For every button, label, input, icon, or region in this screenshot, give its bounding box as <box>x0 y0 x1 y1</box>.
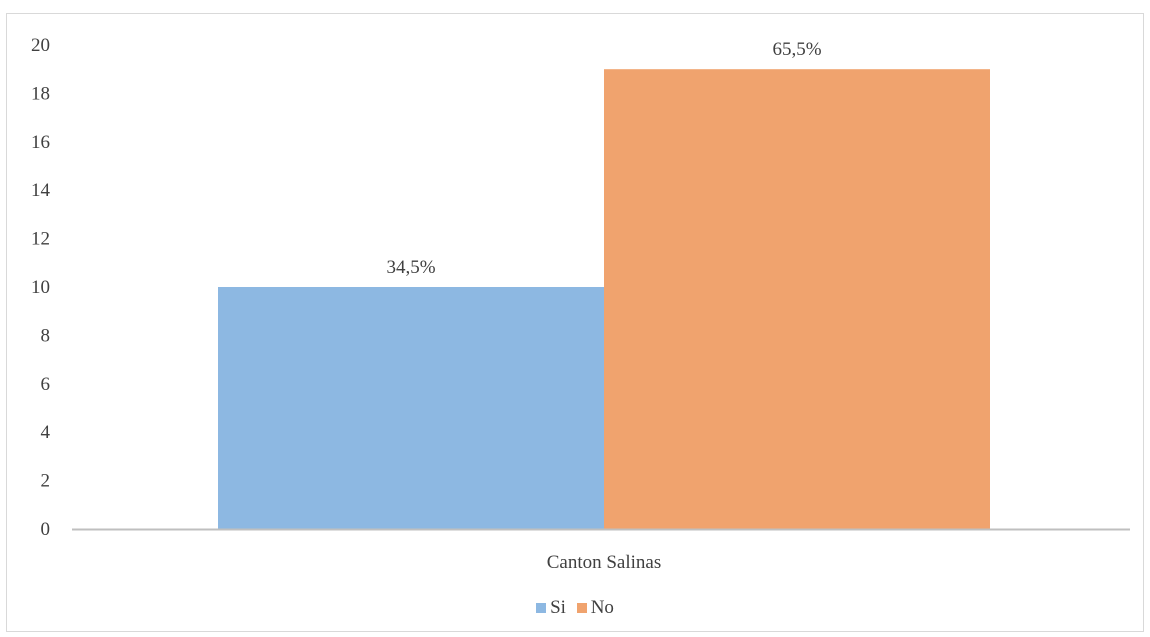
y-tick-label: 16 <box>31 132 50 153</box>
y-tick-label: 4 <box>41 422 51 443</box>
data-label-si: 34,5% <box>386 257 435 278</box>
legend-swatch-no <box>576 603 587 613</box>
y-tick-label: 12 <box>31 229 50 250</box>
legend-swatch-si <box>536 603 547 613</box>
legend: Si No <box>0 597 1150 619</box>
y-tick-label: 6 <box>41 374 51 395</box>
y-tick-label: 0 <box>41 519 51 540</box>
legend-item-no: No <box>576 597 614 619</box>
y-axis-ticks: 0 2 4 6 8 10 12 14 16 18 20 <box>31 35 51 540</box>
y-tick-label: 14 <box>31 180 51 201</box>
y-tick-label: 20 <box>31 35 50 56</box>
data-label-no: 65,5% <box>772 39 821 60</box>
bars <box>218 69 990 529</box>
data-labels: 34,5% 65,5% <box>386 39 821 278</box>
legend-label-si: Si <box>550 597 566 618</box>
bar-si <box>218 287 604 529</box>
y-tick-label: 18 <box>31 83 50 104</box>
y-tick-label: 10 <box>31 277 50 298</box>
bar-no <box>604 69 990 529</box>
category-label: Canton Salinas <box>547 552 662 573</box>
y-tick-label: 2 <box>41 471 51 492</box>
y-tick-label: 8 <box>41 325 51 346</box>
legend-label-no: No <box>590 597 614 618</box>
legend-item-si: Si <box>536 597 566 619</box>
